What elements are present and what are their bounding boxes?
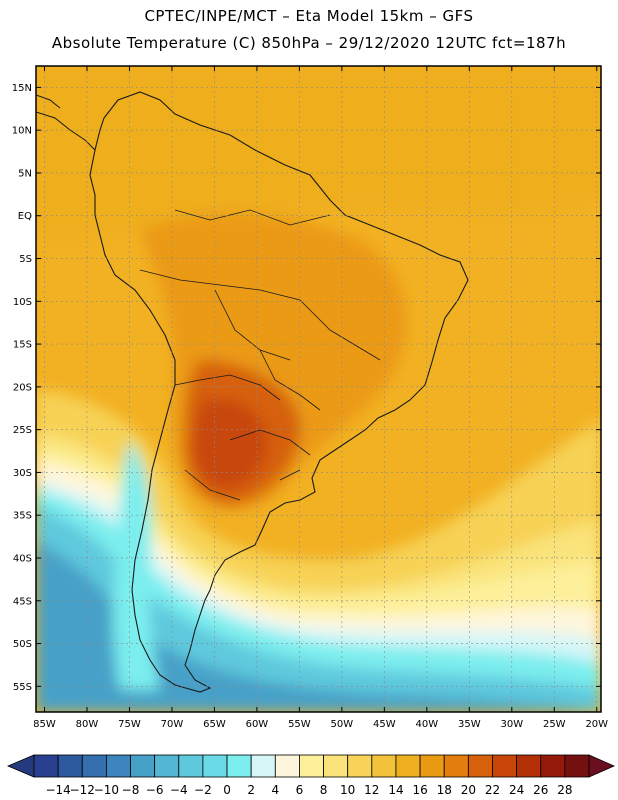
colorbar-swatch [274, 754, 300, 778]
lat-label: 10S [13, 297, 32, 308]
colorbar-label: 14 [388, 783, 403, 797]
lon-label: 65W [203, 719, 226, 730]
colorbar-label: 18 [437, 783, 452, 797]
title-line-1: CPTEC/INPE/MCT – Eta Model 15km – GFS [144, 7, 474, 25]
colorbar-label: −12 [70, 783, 95, 797]
colorbar-swatch [202, 754, 228, 778]
lat-label: 35S [13, 511, 32, 522]
colorbar-swatch [57, 754, 83, 778]
colorbar-label: 4 [271, 783, 279, 797]
colorbar-swatch [564, 754, 590, 778]
lat-label: 15N [12, 83, 32, 94]
colorbar-swatch [154, 754, 180, 778]
colorbar-swatch [323, 754, 349, 778]
colorbar-swatch [371, 754, 397, 778]
colorbar-swatch [516, 754, 542, 778]
country-borders [139, 209, 381, 501]
title-line-2: Absolute Temperature (C) 850hPa – 29/12/… [51, 34, 567, 52]
lon-label: 20W [585, 719, 608, 730]
colorbar-label: −8 [122, 783, 140, 797]
central-america-outline [36, 94, 96, 151]
colorbar-swatch [250, 754, 276, 778]
latitude-axis: 15N 10N 5N EQ 5S 10S 15S 20S 25S 30S 35S 40S 45S 50S 5… [12, 83, 601, 693]
colorbar-max-arrow [588, 754, 615, 778]
colorbar: −14−12−10 −8 −6 −4 −2 0 2 4 6 8 10 12 14 16 18 20 22 24 26… [6, 754, 615, 797]
lat-label: 45S [13, 596, 32, 607]
lat-label: 5S [19, 254, 32, 265]
continent-outline [89, 91, 469, 693]
lon-label: 85W [33, 719, 56, 730]
colorbar-swatch [226, 754, 252, 778]
colorbar-swatch [105, 754, 131, 778]
colorbar-label: 10 [340, 783, 355, 797]
lon-label: 45W [373, 719, 396, 730]
colorbar-swatch [395, 754, 421, 778]
colorbar-swatch [492, 754, 518, 778]
lat-label: 25S [13, 425, 32, 436]
colorbar-label: −6 [146, 783, 164, 797]
lat-label: 20S [13, 382, 32, 393]
colorbar-label: 16 [412, 783, 427, 797]
colorbar-swatch [178, 754, 204, 778]
lat-label: EQ [18, 211, 32, 222]
longitude-axis: 85W 80W 75W 70W 65W 60W 55W 50W 45W 40W 35W 30W 25W 2… [33, 66, 608, 730]
colorbar-swatch [419, 754, 445, 778]
lon-label: 55W [288, 719, 311, 730]
colorbar-label: 6 [296, 783, 304, 797]
lon-label: 30W [500, 719, 523, 730]
lon-label: 75W [118, 719, 141, 730]
lat-label: 55S [13, 682, 32, 693]
lat-label: 40S [13, 553, 32, 564]
lat-label: 50S [13, 639, 32, 650]
colorbar-label: −4 [170, 783, 188, 797]
colorbar-label: 8 [320, 783, 328, 797]
lon-label: 40W [416, 719, 439, 730]
lon-label: 80W [76, 719, 99, 730]
lat-label: 30S [13, 468, 32, 479]
colorbar-swatch [347, 754, 373, 778]
colorbar-label: −10 [94, 783, 119, 797]
colorbar-swatch [467, 754, 493, 778]
lon-label: 35W [458, 719, 481, 730]
colorbar-min-arrow [6, 754, 35, 778]
colorbar-swatch [443, 754, 469, 778]
lon-label: 50W [331, 719, 354, 730]
colorbar-swatch [33, 754, 59, 778]
lat-label: 5N [18, 168, 32, 179]
lon-label: 70W [161, 719, 184, 730]
colorbar-label: 26 [533, 783, 548, 797]
colorbar-label: −2 [194, 783, 212, 797]
lon-label: 25W [543, 719, 566, 730]
colorbar-swatch [130, 754, 156, 778]
temperature-field [36, 66, 601, 712]
colorbar-label: 0 [223, 783, 231, 797]
colorbar-label: 2 [247, 783, 255, 797]
map-frame [35, 65, 602, 713]
lat-label: 15S [13, 340, 32, 351]
colorbar-swatch [540, 754, 566, 778]
map-gridlines [36, 66, 601, 712]
colorbar-label: 12 [364, 783, 379, 797]
colorbar-label: 24 [509, 783, 524, 797]
colorbar-swatch [299, 754, 324, 778]
colorbar-label: 28 [557, 783, 572, 797]
colorbar-swatch [81, 754, 107, 778]
lon-label: 60W [246, 719, 269, 730]
colorbar-label: 20 [461, 783, 476, 797]
colorbar-label: −14 [45, 783, 70, 797]
colorbar-label: 22 [485, 783, 500, 797]
lat-label: 10N [12, 126, 32, 137]
